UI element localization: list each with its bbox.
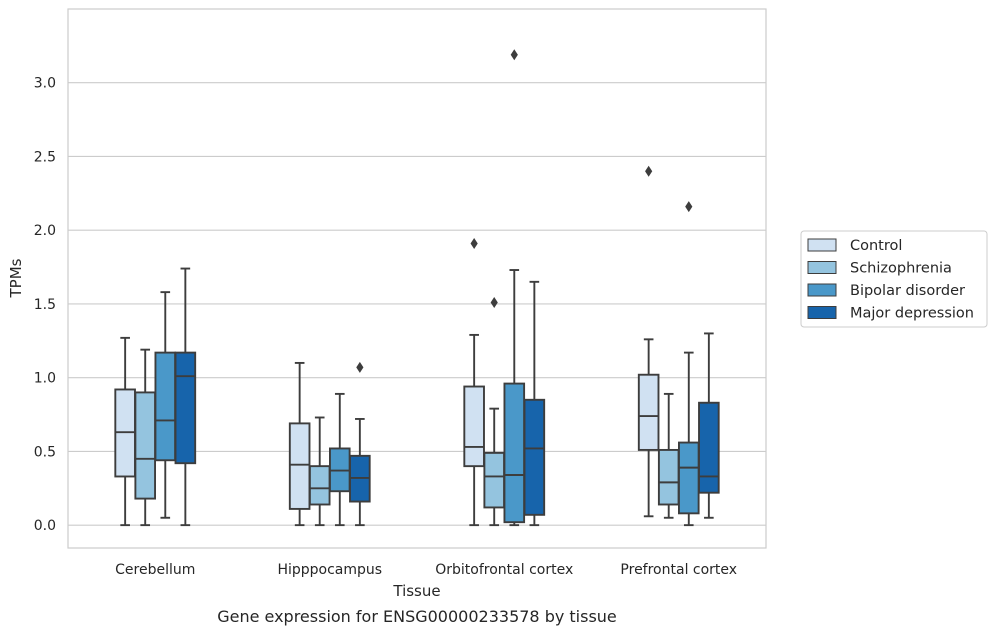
box-iqr (657, 448, 680, 506)
legend-swatch (807, 238, 837, 252)
box-iqr (698, 401, 720, 494)
x-tick-label: Orbitofrontal cortex (435, 562, 573, 578)
box-1-3 (349, 361, 371, 527)
legend-label: Control (850, 238, 902, 254)
box-1-2 (329, 392, 351, 527)
box-0-2 (154, 291, 177, 519)
box-3-2 (678, 201, 700, 527)
x-tick-label: Cerebellum (115, 562, 195, 578)
y-axis-title: TPMs (7, 258, 25, 298)
outlier-point (490, 296, 498, 308)
box-2-1 (483, 296, 505, 527)
box-0-0 (114, 336, 136, 527)
box-iqr (503, 382, 526, 524)
box-0-3 (174, 267, 197, 527)
legend-label: Schizophrenia (850, 261, 952, 277)
x-tick-label: Prefrontal cortex (620, 562, 737, 578)
box-iqr (308, 465, 331, 506)
box-iqr (463, 385, 485, 468)
outlier-point (645, 165, 653, 177)
legend: Control Schizophrenia Bipolar disorder Majo… (800, 230, 988, 328)
box-iqr (134, 391, 156, 500)
box-3-0 (637, 165, 660, 518)
outlier-point (470, 237, 478, 249)
legend-label: Bipolar disorder (850, 283, 965, 299)
box-iqr (154, 351, 177, 462)
chart-caption: Gene expression for ENSG00000233578 by t… (217, 607, 617, 626)
box-2-2 (503, 49, 526, 527)
y-tick-label: 2.5 (34, 149, 56, 165)
box-1-1 (308, 416, 331, 527)
box-iqr (678, 441, 700, 515)
box-series (114, 49, 720, 527)
legend-swatch (807, 283, 837, 297)
box-iqr (174, 351, 197, 465)
legend-swatch (807, 261, 837, 274)
y-tick-label: 1.0 (34, 371, 56, 387)
x-axis-ticks: Cerebellum Hipppocampus Orbitofrontal cort… (115, 562, 737, 578)
y-tick-label: 0.0 (34, 518, 56, 534)
y-tick-label: 1.5 (34, 297, 56, 313)
x-axis-title: Tissue (392, 582, 440, 600)
y-axis-ticks: 0.0 0.5 1.0 1.5 2.0 2.5 3.0 (34, 76, 56, 534)
outlier-point (510, 49, 518, 61)
y-tick-label: 2.0 (34, 223, 56, 239)
legend-frame (800, 230, 988, 328)
box-iqr (637, 373, 660, 451)
box-2-0 (463, 237, 485, 527)
plot-frame (67, 8, 767, 549)
box-iqr (288, 422, 311, 510)
legend-label: Major depression (850, 306, 974, 322)
box-2-3 (523, 280, 546, 527)
legend-swatch (807, 306, 837, 319)
outlier-point (685, 201, 693, 213)
outlier-point (356, 361, 364, 373)
y-tick-label: 3.0 (34, 76, 56, 92)
y-tick-label: 0.5 (34, 444, 56, 460)
box-iqr (483, 451, 505, 509)
box-1-0 (288, 361, 311, 527)
x-tick-label: Hipppocampus (277, 562, 382, 578)
box-iqr (523, 398, 546, 516)
box-0-1 (134, 348, 156, 527)
box-3-1 (657, 392, 680, 519)
box-3-3 (698, 332, 720, 519)
